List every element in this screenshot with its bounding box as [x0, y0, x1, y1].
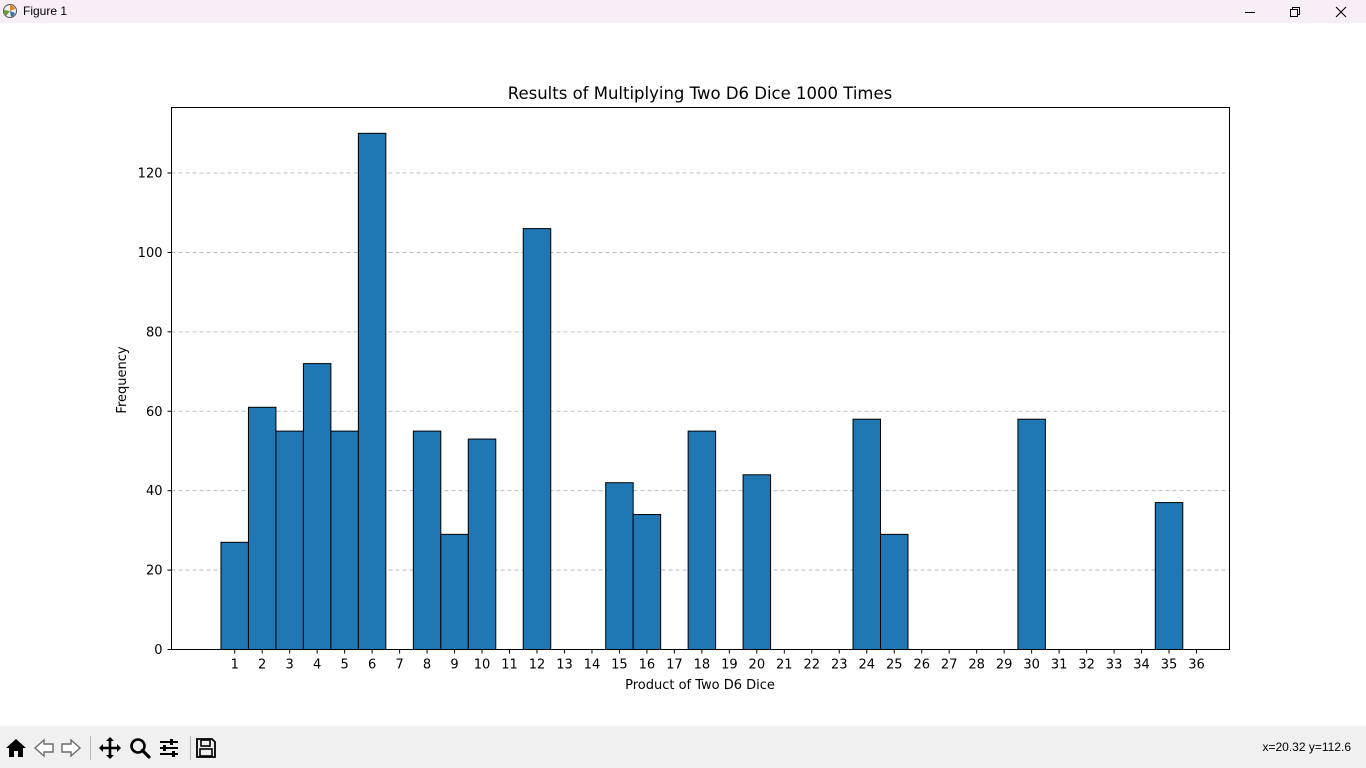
x-tick-label: 10	[474, 658, 491, 673]
y-tick-label: 40	[146, 484, 163, 499]
x-tick-label: 19	[721, 658, 738, 673]
x-tick-label: 9	[450, 658, 458, 673]
configure-subplots-icon	[160, 739, 178, 757]
bar	[632, 513, 662, 650]
back-button[interactable]	[31, 735, 57, 761]
bar	[220, 541, 249, 650]
x-tick-label: 1	[231, 658, 239, 673]
x-tick-label: 20	[749, 658, 766, 673]
bar	[879, 533, 909, 651]
toolbar-separator	[90, 736, 91, 760]
home-button[interactable]	[3, 735, 29, 761]
x-tick-label: 3	[286, 658, 294, 673]
x-tick-label: 25	[886, 658, 903, 673]
window-titlebar: Figure 1	[0, 0, 1366, 23]
x-ticks: 1 2 3 4 5 6 7 8 9 10 11 12 13 14 15 16 17 18 19 20 21 22 23 24 2…	[231, 649, 1205, 673]
minimize-button[interactable]	[1227, 0, 1273, 23]
bar	[440, 533, 469, 651]
home-icon	[6, 739, 26, 757]
y-ticks: 0 20 40 60 80 100 120	[138, 167, 172, 658]
close-button[interactable]	[1318, 0, 1364, 23]
toolbar-separator	[190, 736, 191, 760]
bar	[605, 482, 634, 650]
x-tick-label: 35	[1161, 658, 1178, 673]
x-tick-label: 27	[941, 658, 958, 673]
x-tick-label: 26	[913, 658, 930, 673]
plot-area-frame	[171, 107, 1230, 650]
x-tick-label: 8	[423, 658, 431, 673]
x-tick-label: 12	[529, 658, 546, 673]
bars	[220, 132, 1184, 651]
x-tick-label: 29	[996, 658, 1013, 673]
bar	[412, 430, 442, 650]
bar	[742, 474, 772, 650]
x-tick-label: 7	[395, 658, 403, 673]
y-tick-label: 100	[138, 246, 163, 261]
forward-arrow-icon	[61, 738, 82, 758]
chart-title: Results of Multiplying Two D6 Dice 1000 …	[508, 84, 893, 103]
x-tick-label: 13	[556, 658, 573, 673]
x-tick-label: 5	[340, 658, 348, 673]
x-tick-label: 11	[501, 658, 518, 673]
x-tick-label: 4	[313, 658, 321, 673]
cursor-coordinates: x=20.32 y=112.6	[1262, 740, 1351, 754]
x-tick-label: 22	[804, 658, 821, 673]
pan-button[interactable]	[97, 735, 123, 761]
x-tick-label: 21	[776, 658, 793, 673]
bar	[852, 418, 881, 651]
x-tick-label: 15	[611, 658, 628, 673]
bar	[687, 430, 717, 650]
save-icon	[196, 738, 216, 758]
x-tick-label: 30	[1023, 658, 1040, 673]
close-icon	[1335, 6, 1347, 17]
y-tick-label: 80	[146, 325, 163, 340]
x-tick-label: 31	[1051, 658, 1068, 673]
save-button[interactable]	[193, 735, 219, 761]
bar	[1154, 502, 1184, 651]
x-axis-label: Product of Two D6 Dice	[625, 678, 775, 693]
restore-icon	[1290, 6, 1300, 17]
x-tick-label: 6	[368, 658, 376, 673]
matplotlib-logo-icon	[3, 4, 17, 18]
minimize-icon	[1245, 11, 1255, 13]
x-tick-label: 23	[831, 658, 848, 673]
restore-button[interactable]	[1272, 0, 1318, 23]
y-tick-label: 60	[146, 405, 163, 420]
bar	[275, 430, 304, 650]
bar	[330, 430, 359, 650]
bar	[247, 406, 277, 650]
pan-icon	[99, 737, 121, 759]
y-tick-label: 120	[138, 167, 163, 182]
figure-canvas[interactable]: 1 2 3 4 5 6 7 8 9 10 11 12 13 14 15 16 17 18 19 20 21 22 23 24 2…	[0, 23, 1366, 726]
x-tick-label: 16	[639, 658, 656, 673]
x-tick-label: 34	[1133, 658, 1150, 673]
bar	[467, 438, 497, 650]
forward-button[interactable]	[58, 735, 84, 761]
bar-chart: 1 2 3 4 5 6 7 8 9 10 11 12 13 14 15 16 17 18 19 20 21 22 23 24 2…	[115, 84, 1230, 693]
x-tick-label: 18	[694, 658, 711, 673]
zoom-button[interactable]	[127, 735, 153, 761]
x-tick-label: 32	[1078, 658, 1095, 673]
bar	[522, 228, 552, 650]
x-tick-label: 17	[666, 658, 683, 673]
x-tick-label: 24	[858, 658, 875, 673]
bar	[357, 132, 387, 651]
x-tick-label: 36	[1188, 658, 1205, 673]
bar	[1017, 418, 1046, 651]
x-tick-label: 14	[584, 658, 601, 673]
bar	[302, 363, 332, 650]
window-title: Figure 1	[23, 4, 68, 18]
y-tick-label: 20	[146, 564, 163, 579]
x-tick-label: 2	[258, 658, 266, 673]
configure-subplots-button[interactable]	[156, 735, 182, 761]
x-tick-label: 28	[968, 658, 985, 673]
x-tick-label: 33	[1106, 658, 1123, 673]
y-axis-label: Frequency	[115, 346, 130, 413]
back-arrow-icon	[33, 738, 54, 758]
zoom-icon	[130, 738, 151, 759]
navigation-toolbar: x=20.32 y=112.6	[0, 726, 1366, 768]
y-tick-label: 0	[154, 643, 162, 658]
